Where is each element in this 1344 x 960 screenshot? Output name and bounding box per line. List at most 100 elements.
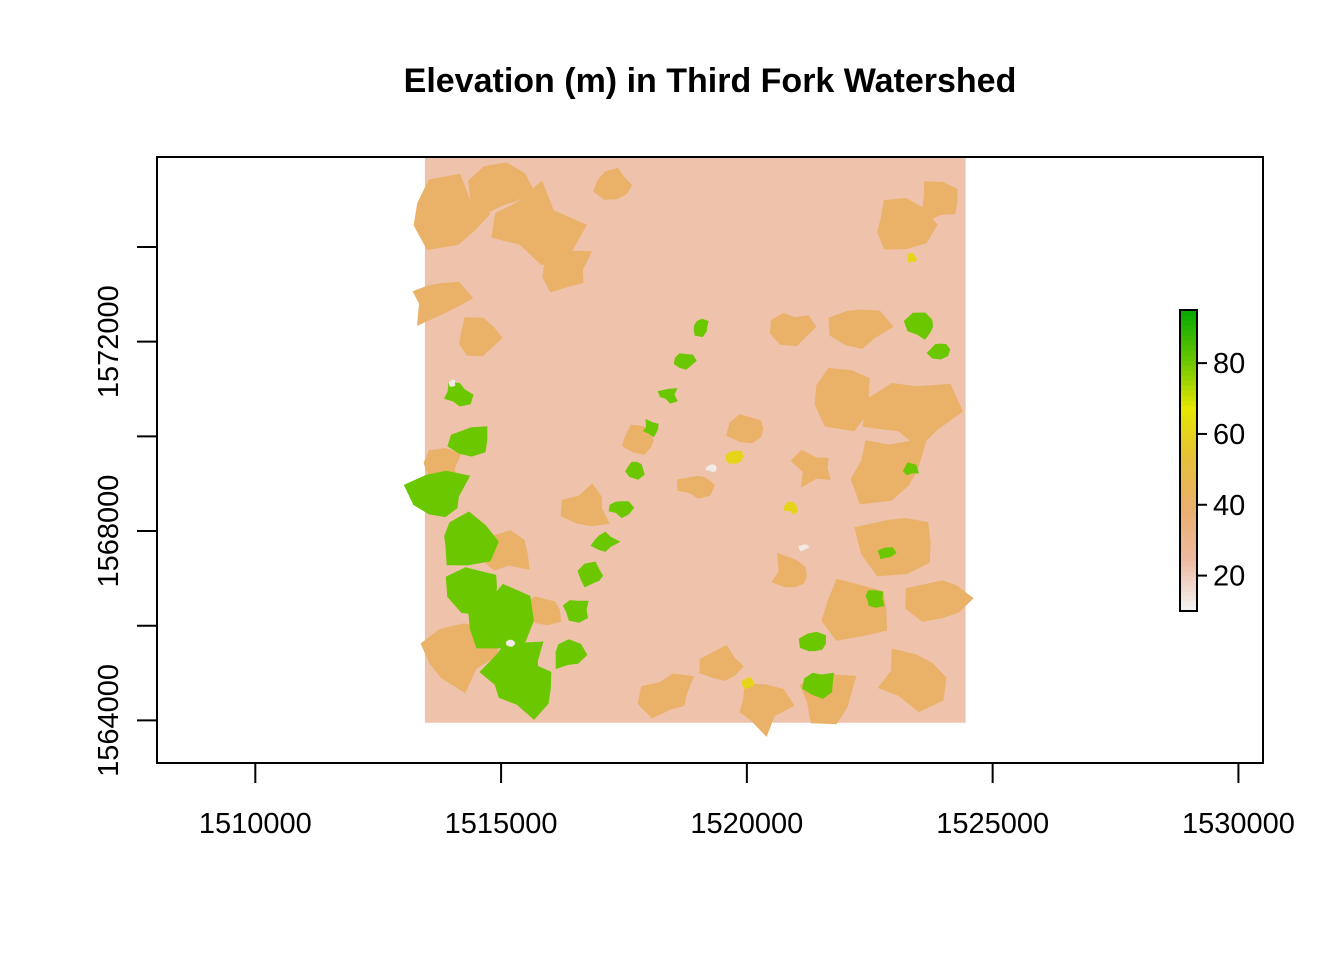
ridge-patch: [468, 583, 534, 649]
ridge-patch: [625, 461, 645, 480]
legend-swatch: [1180, 500, 1197, 507]
legend-swatch: [1180, 450, 1197, 457]
legend-swatch: [1180, 600, 1197, 607]
legend-tick-label: 80: [1213, 348, 1245, 380]
chart-title: Elevation (m) in Third Fork Watershed: [404, 62, 1017, 100]
legend-swatch: [1180, 400, 1197, 406]
legend-swatch: [1180, 390, 1197, 396]
ridge-patch: [903, 312, 933, 340]
legend-swatch: [1180, 330, 1197, 336]
terrain-patch: [877, 648, 947, 713]
ridge-patch: [403, 470, 471, 518]
ridge-patch: [608, 501, 635, 519]
terrain-patch: [412, 281, 474, 326]
terrain-patch: [593, 167, 633, 200]
legend-swatch: [1180, 420, 1197, 426]
legend-swatch: [1180, 385, 1197, 391]
terrain-patch: [526, 596, 562, 626]
ridge-patch: [590, 531, 621, 552]
legend-swatch: [1180, 375, 1197, 381]
terrain-patch: [814, 367, 870, 432]
y-tick-label: 1568000: [93, 475, 125, 588]
legend-swatch: [1180, 345, 1197, 351]
terrain-patch: [637, 673, 694, 719]
ridge-patch: [657, 388, 678, 404]
ridge-patch: [693, 318, 709, 338]
ridge-patch: [577, 561, 604, 588]
terrain-patch: [850, 437, 928, 505]
ridge-patch: [643, 419, 659, 438]
legend-swatch: [1180, 315, 1197, 321]
x-tick-label: 1515000: [445, 808, 558, 840]
terrain-patch: [726, 414, 764, 444]
legend-swatch: [1180, 440, 1197, 447]
legend-swatch: [1180, 415, 1197, 421]
legend-swatch: [1180, 590, 1197, 597]
legend-swatch: [1180, 505, 1197, 512]
legend-swatch: [1180, 360, 1197, 366]
legend-swatch: [1180, 445, 1197, 452]
ridge-patch: [562, 600, 589, 623]
legend-swatch: [1180, 560, 1197, 567]
legend-swatch: [1180, 515, 1197, 522]
yellow-patch: [907, 252, 918, 263]
terrain-patch: [468, 162, 534, 215]
yellow-patch: [741, 676, 755, 690]
legend-swatch: [1180, 570, 1197, 577]
ridge-patch: [902, 462, 919, 476]
legend-swatch: [1180, 365, 1197, 371]
legend-swatch: [1180, 510, 1197, 517]
terrain-patch: [739, 683, 795, 737]
legend-swatch: [1180, 370, 1197, 376]
legend-swatch: [1180, 310, 1197, 316]
legend-swatch: [1180, 465, 1197, 472]
ridge-patch: [555, 639, 588, 670]
plot-frame: [156, 156, 1264, 764]
legend-swatch: [1180, 325, 1197, 331]
legend-swatch: [1180, 485, 1197, 492]
y-tick-label: 1564000: [93, 664, 125, 777]
terrain-patch: [922, 181, 958, 223]
legend-tick-label: 20: [1213, 561, 1245, 593]
legend-swatch: [1180, 410, 1197, 416]
legend-swatch: [1180, 530, 1197, 537]
legend-swatch: [1180, 335, 1197, 341]
legend-swatch: [1180, 425, 1197, 431]
legend-swatch: [1180, 460, 1197, 467]
terrain-patch: [828, 309, 894, 349]
legend-swatch: [1180, 495, 1197, 502]
light-patch: [505, 639, 516, 647]
legend-swatch: [1180, 480, 1197, 487]
light-patch: [448, 379, 456, 387]
yellow-patch: [725, 450, 744, 464]
ridge-patch: [877, 547, 897, 560]
legend-swatch: [1180, 520, 1197, 527]
legend-tick-label: 40: [1213, 490, 1245, 522]
terrain-patch: [854, 518, 931, 577]
ridge-patch: [926, 343, 951, 360]
legend-swatch: [1180, 395, 1197, 401]
light-patch: [798, 544, 810, 552]
terrain-patch: [413, 173, 491, 251]
legend-swatch: [1180, 355, 1197, 361]
legend-swatch: [1180, 540, 1197, 547]
legend-swatch: [1180, 605, 1197, 612]
elevation-raster: [403, 157, 974, 737]
terrain-patch: [542, 245, 593, 293]
legend-swatch: [1180, 340, 1197, 346]
legend-swatch: [1180, 470, 1197, 477]
x-tick-label: 1520000: [690, 808, 803, 840]
ridge-patch: [492, 661, 552, 720]
legend-swatch: [1180, 405, 1197, 411]
legend-swatch: [1180, 550, 1197, 557]
ridge-patch: [445, 567, 497, 616]
legend-swatch: [1180, 435, 1197, 442]
terrain-patch: [769, 313, 817, 347]
terrain-patch: [677, 475, 716, 499]
legend-swatch: [1180, 535, 1197, 542]
legend-swatch: [1180, 565, 1197, 572]
terrain-patch: [491, 180, 587, 266]
legend-swatch: [1180, 490, 1197, 497]
x-tick-label: 1510000: [199, 808, 312, 840]
